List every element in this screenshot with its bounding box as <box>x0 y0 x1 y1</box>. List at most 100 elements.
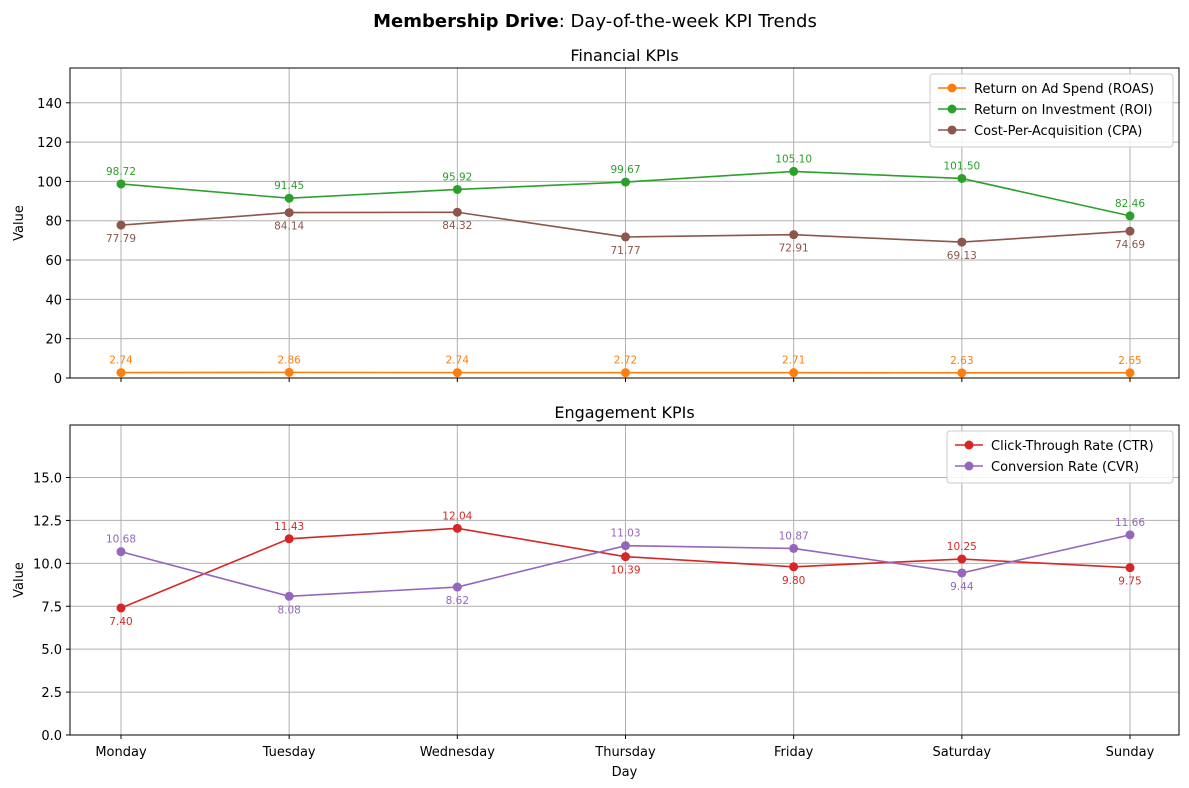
data-point <box>621 368 630 378</box>
y-tick-label: 12.5 <box>33 514 62 529</box>
data-label: 99.67 <box>610 164 640 176</box>
data-label: 11.43 <box>274 521 304 533</box>
data-point <box>621 232 630 242</box>
data-point <box>957 368 967 378</box>
data-point <box>1125 226 1135 236</box>
y-tick-label: 100 <box>37 175 62 190</box>
series-1: 98.72 91.45 95.92 99.67 105.10 101.50 82.46 <box>106 153 1145 221</box>
data-label: 95.92 <box>442 171 472 183</box>
legend-entry: Cost-Per-Acquisition (CPA) <box>974 124 1142 139</box>
legend-entry: Return on Investment (ROI) <box>974 103 1153 118</box>
data-label: 12.04 <box>442 510 472 522</box>
data-point <box>116 603 126 613</box>
data-label: 105.10 <box>775 153 812 165</box>
y-tick-label: 0.0 <box>41 729 62 744</box>
legend-box <box>946 430 1174 484</box>
data-label: 2.65 <box>1118 355 1141 367</box>
data-point <box>957 554 967 564</box>
data-point <box>1125 530 1135 540</box>
x-tick-label: Monday <box>95 745 147 760</box>
chart-title: Engagement KPIs <box>554 403 694 422</box>
x-tick-label: Tuesday <box>262 745 316 760</box>
data-point <box>957 173 967 183</box>
figure-title: Membership Drive: Day-of-the-week KPI Tr… <box>373 11 817 32</box>
data-label: 10.25 <box>947 541 977 553</box>
y-tick-label: 7.5 <box>41 600 62 615</box>
data-point <box>452 184 462 194</box>
data-label: 10.39 <box>610 565 640 577</box>
legend-marker <box>947 104 957 114</box>
legend-marker <box>964 440 974 450</box>
y-tick-label: 40 <box>45 293 62 308</box>
x-axis-label: Day <box>612 765 638 780</box>
data-point <box>1125 211 1135 221</box>
y-tick-label: 10.0 <box>33 557 62 572</box>
chart-title: Financial KPIs <box>570 46 678 65</box>
data-label: 74.69 <box>1115 239 1145 251</box>
series-0: 7.40 11.43 12.04 10.39 9.80 10.25 9.75 <box>109 510 1141 628</box>
series-2: 77.79 84.14 84.32 71.77 72.91 69.13 74.69 <box>106 207 1145 262</box>
data-point <box>789 368 799 378</box>
figure-title-rest: : Day-of-the-week KPI Trends <box>559 11 817 32</box>
legend: Click-Through Rate (CTR) Conversion Rate … <box>946 430 1174 484</box>
data-label: 2.71 <box>782 355 805 367</box>
x-tick-label: Friday <box>774 745 814 760</box>
y-tick-label: 15.0 <box>33 472 62 487</box>
data-label: 101.50 <box>943 160 980 172</box>
data-label: 10.68 <box>106 534 136 546</box>
y-axis-label: Value <box>12 205 27 241</box>
data-point <box>621 177 630 187</box>
data-point <box>1125 368 1135 378</box>
data-point <box>452 368 462 378</box>
data-point <box>284 367 294 377</box>
data-point <box>789 543 799 553</box>
data-label: 84.32 <box>442 220 472 232</box>
data-label: 82.46 <box>1115 198 1145 210</box>
x-tick-label: Saturday <box>933 745 992 760</box>
y-tick-label: 60 <box>45 254 62 269</box>
data-label: 72.91 <box>779 243 809 255</box>
data-label: 2.74 <box>109 355 133 367</box>
data-label: 2.72 <box>614 355 637 367</box>
series-0: 2.74 2.86 2.74 2.72 2.71 2.63 2.65 <box>109 354 1142 378</box>
y-tick-label: 2.5 <box>41 686 62 701</box>
y-tick-label: 5.0 <box>41 643 62 658</box>
legend-entry: Conversion Rate (CVR) <box>991 460 1139 475</box>
data-point <box>957 568 967 578</box>
series-1: 10.68 8.08 8.62 11.03 10.87 9.44 11.66 <box>106 517 1145 616</box>
data-point <box>116 368 126 378</box>
legend-entry: Return on Ad Spend (ROAS) <box>974 82 1154 97</box>
y-tick-label: 20 <box>45 333 62 348</box>
data-label: 71.77 <box>610 245 640 257</box>
x-tick-label: Wednesday <box>420 745 496 760</box>
data-point <box>789 230 799 240</box>
data-label: 2.63 <box>950 355 973 367</box>
data-label: 10.87 <box>779 530 809 542</box>
data-label: 2.74 <box>446 355 470 367</box>
data-point <box>452 523 462 533</box>
y-tick-label: 140 <box>37 97 62 112</box>
data-point <box>621 552 630 562</box>
data-label: 7.40 <box>109 616 132 628</box>
data-point <box>452 207 462 217</box>
data-point <box>284 591 294 601</box>
financial-kpis-panel: 0 20 40 60 80 100 120 140 Financial KPIs Value 2.7… <box>12 46 1180 387</box>
data-point <box>957 237 967 247</box>
legend-box <box>929 73 1174 148</box>
data-label: 2.86 <box>277 354 301 366</box>
data-point <box>789 166 799 176</box>
data-point <box>116 220 126 230</box>
y-tick-label: 0 <box>54 372 62 387</box>
data-label: 8.08 <box>277 604 300 616</box>
data-label: 11.66 <box>1115 517 1145 529</box>
axes-frame <box>69 424 1180 736</box>
data-point <box>1125 563 1135 573</box>
data-label: 11.03 <box>610 528 640 540</box>
x-tick-label: Thursday <box>594 745 656 760</box>
data-point <box>621 541 630 551</box>
data-point <box>116 547 126 557</box>
data-label: 84.14 <box>274 221 304 233</box>
data-point <box>284 534 294 544</box>
data-label: 9.80 <box>782 575 805 587</box>
